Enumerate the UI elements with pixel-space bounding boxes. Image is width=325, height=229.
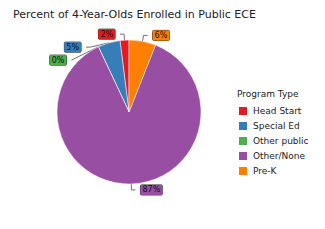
svg-text:Special Ed: Special Ed (253, 121, 300, 131)
svg-text:Head Start: Head Start (253, 106, 302, 116)
svg-text:Other public: Other public (253, 136, 309, 146)
svg-text:Percent of 4-Year-Olds Enrolle: Percent of 4-Year-Olds Enrolled in Publi… (13, 8, 256, 21)
svg-text:Program Type: Program Type (237, 89, 299, 99)
svg-text:87%: 87% (142, 185, 160, 194)
svg-text:5%: 5% (66, 43, 79, 52)
svg-text:0%: 0% (52, 56, 65, 65)
svg-text:Pre-K: Pre-K (253, 166, 278, 176)
svg-text:Other/None: Other/None (253, 151, 306, 161)
svg-text:6%: 6% (155, 31, 168, 40)
svg-text:2%: 2% (100, 30, 113, 39)
